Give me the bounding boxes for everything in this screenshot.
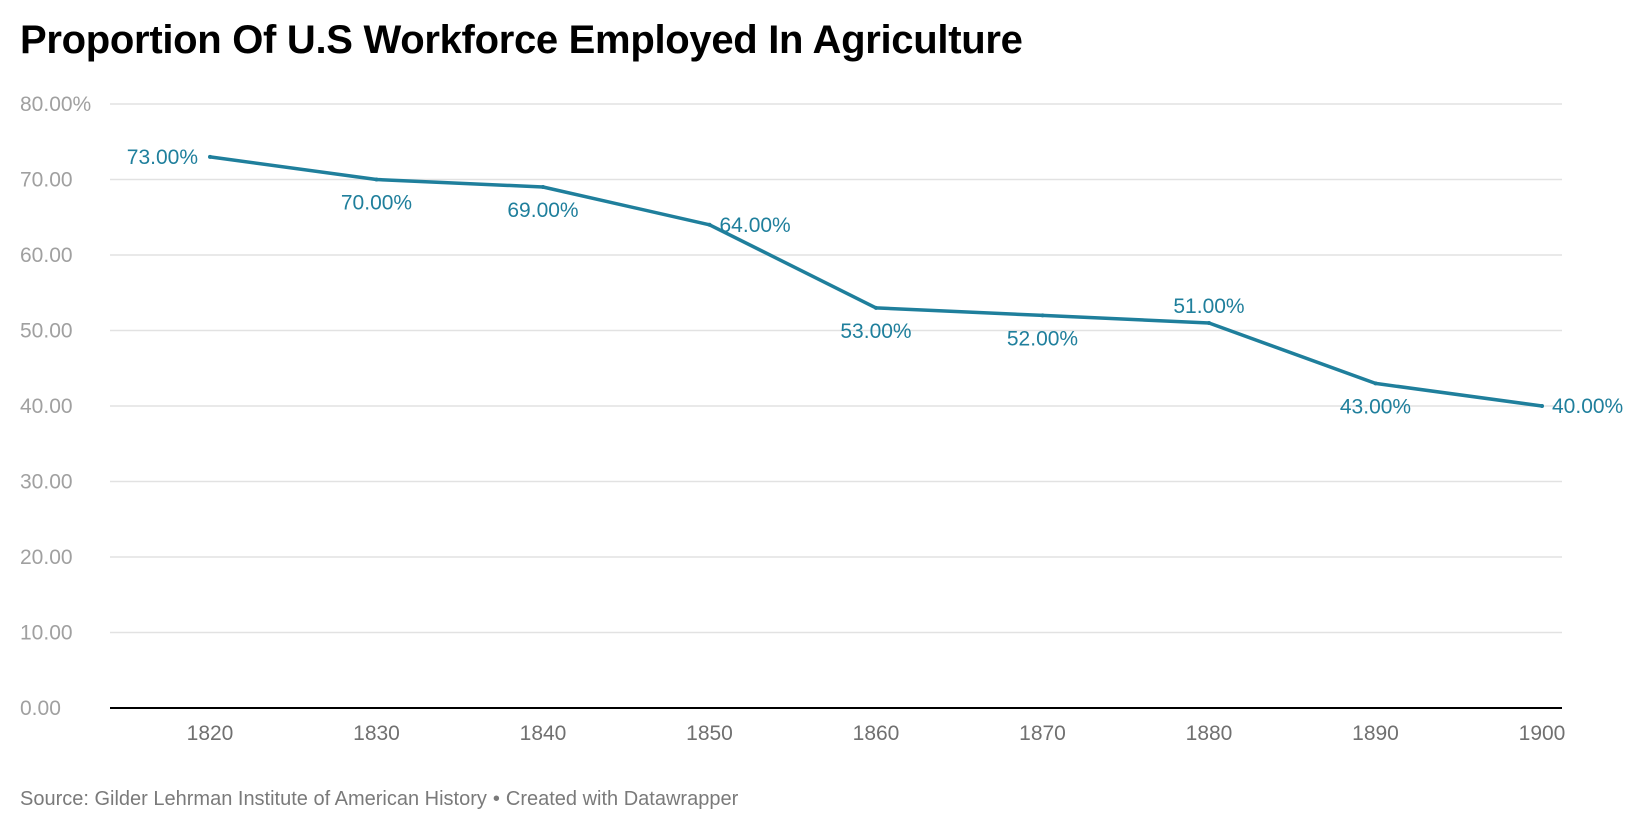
data-label: 73.00% — [127, 146, 198, 169]
source-note: Source: Gilder Lehrman Institute of Amer… — [20, 788, 487, 810]
x-tick-label: 1890 — [1352, 722, 1399, 745]
y-tick-label: 50.00 — [20, 320, 73, 343]
y-tick-label: 20.00 — [20, 546, 73, 569]
y-tick-label: 70.00 — [20, 169, 73, 192]
data-label: 43.00% — [1340, 395, 1411, 418]
y-axis-ticks: 0.00 10.00 20.00 30.00 40.00 50.00 60.00 70.00 8… — [20, 93, 91, 720]
y-tick-label: 80.00% — [20, 93, 91, 116]
footer-separator: • — [492, 788, 500, 810]
x-tick-label: 1860 — [853, 722, 900, 745]
y-tick-label: 30.00 — [20, 471, 73, 494]
data-point — [1540, 404, 1544, 408]
series-line-layer — [208, 154, 1544, 408]
x-tick-label: 1830 — [353, 722, 400, 745]
x-tick-label: 1870 — [1019, 722, 1066, 745]
data-point — [208, 154, 212, 159]
data-point — [874, 305, 878, 310]
y-tick-label: 40.00 — [20, 395, 73, 418]
y-tick-label: 60.00 — [20, 244, 73, 267]
data-point — [374, 177, 379, 182]
data-label: 64.00% — [720, 214, 791, 237]
data-label: 52.00% — [1007, 327, 1078, 350]
x-tick-label: 1900 — [1519, 722, 1566, 745]
x-tick-label: 1850 — [686, 722, 733, 745]
line-chart: 0.00 10.00 20.00 30.00 40.00 50.00 60.00 70.00 8… — [20, 93, 1623, 745]
chart-title: Proportion Of U.S Workforce Employed In … — [20, 18, 1023, 62]
data-point — [541, 185, 545, 190]
grid-layer — [110, 103, 1562, 709]
data-point — [1373, 381, 1378, 386]
x-tick-label: 1840 — [520, 722, 567, 745]
data-label: 53.00% — [840, 320, 911, 343]
y-tick-label: 10.00 — [20, 622, 73, 645]
data-label: 69.00% — [507, 199, 578, 222]
data-label: 51.00% — [1173, 295, 1244, 318]
data-point — [1040, 313, 1045, 318]
data-label-layer: 73.00% 70.00% 69.00% 64.00% 53.00% 52.00% 51.0… — [127, 146, 1623, 419]
data-label: 70.00% — [341, 192, 412, 215]
data-point — [707, 222, 712, 227]
x-tick-label: 1820 — [187, 722, 234, 745]
data-point — [1207, 320, 1211, 325]
x-axis-ticks: 1820 1830 1840 1850 1860 1870 1880 1890 1900 — [187, 722, 1566, 745]
data-label: 40.00% — [1552, 395, 1623, 418]
footer: Source: Gilder Lehrman Institute of Amer… — [20, 788, 738, 811]
x-tick-label: 1880 — [1186, 722, 1233, 745]
y-tick-label: 0.00 — [20, 697, 61, 720]
credit-note: Created with Datawrapper — [505, 788, 739, 810]
